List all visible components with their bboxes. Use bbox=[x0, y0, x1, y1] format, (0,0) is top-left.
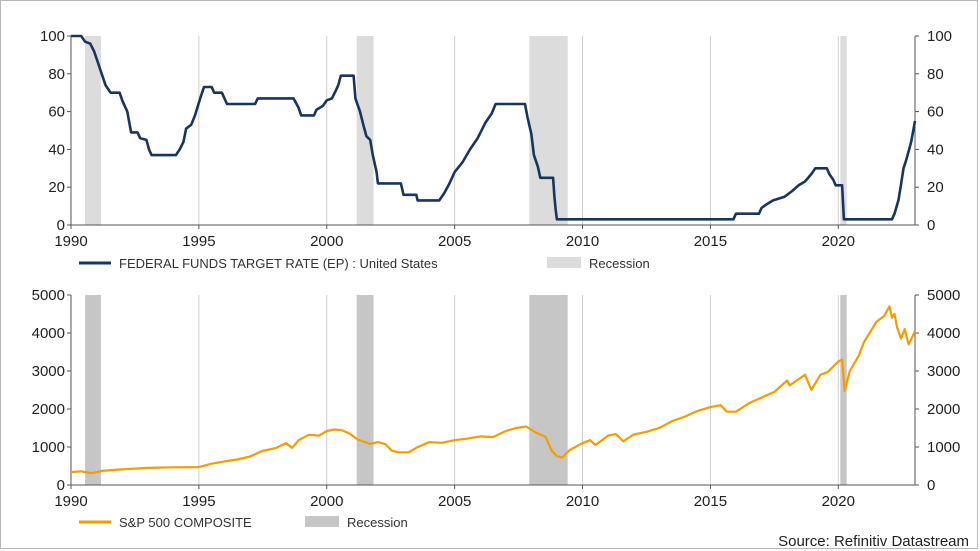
y-tick-label-left-top-20: 20 bbox=[48, 179, 65, 196]
legend-recession-swatch-top bbox=[547, 257, 581, 268]
y-tick-label-right-top-80: 80 bbox=[927, 66, 944, 83]
x-tick-label-bot-1995: 1995 bbox=[182, 493, 215, 510]
y-tick-label-left-top-40: 40 bbox=[48, 141, 65, 158]
legend-bottom: S&P 500 COMPOSITE Recession bbox=[79, 515, 408, 530]
sp500-panel: 1990 1995 2000 2005 2010 2015 2020 0 0 1000 1000 20… bbox=[32, 287, 961, 510]
legend-sp500-label: S&P 500 COMPOSITE bbox=[119, 515, 252, 530]
y-tick-label-left-bot-4000: 4000 bbox=[32, 325, 65, 342]
y-tick-label-left-top-80: 80 bbox=[48, 66, 65, 83]
recession-band-bot-0 bbox=[85, 295, 101, 485]
x-tick-label-top-1995: 1995 bbox=[182, 233, 215, 250]
legend-fed-label: FEDERAL FUNDS TARGET RATE (EP) : United … bbox=[119, 256, 438, 271]
axes-bottom bbox=[67, 294, 919, 489]
gridlines-bottom bbox=[70, 295, 839, 485]
y-tick-label-right-top-20: 20 bbox=[927, 179, 944, 196]
y-tick-label-left-bot-5000: 5000 bbox=[32, 287, 65, 304]
x-tick-label-bot-1990: 1990 bbox=[54, 493, 87, 510]
y-tick-label-left-bot-0: 0 bbox=[57, 477, 65, 494]
y-tick-label-right-bot-1000: 1000 bbox=[927, 439, 960, 456]
x-tick-label-bot-2000: 2000 bbox=[310, 493, 343, 510]
y-tick-label-right-bot-4000: 4000 bbox=[927, 325, 960, 342]
recession-bands-top bbox=[85, 36, 847, 225]
y-tick-label-right-bot-0: 0 bbox=[927, 477, 935, 494]
legend-recession-label-top: Recession bbox=[589, 256, 650, 271]
y-tick-label-left-bot-1000: 1000 bbox=[32, 439, 65, 456]
y-tick-label-left-top-0: 0 bbox=[57, 217, 65, 234]
recession-band-top-0 bbox=[85, 36, 101, 225]
x-tick-label-top-2015: 2015 bbox=[694, 233, 727, 250]
sp500-line bbox=[70, 305, 917, 475]
x-tick-label-top-2020: 2020 bbox=[822, 233, 855, 250]
recession-band-bot-1 bbox=[356, 295, 374, 485]
y-tick-label-left-bot-3000: 3000 bbox=[32, 363, 65, 380]
recession-band-top-3 bbox=[840, 36, 847, 225]
fed-line bbox=[71, 34, 917, 221]
recession-band-bot-3 bbox=[840, 295, 847, 485]
axes-top bbox=[67, 35, 919, 229]
sp500-series bbox=[70, 305, 917, 475]
y-tick-label-left-bot-2000: 2000 bbox=[32, 401, 65, 418]
y-tick-label-right-bot-3000: 3000 bbox=[927, 363, 960, 380]
x-tick-label-top-2010: 2010 bbox=[566, 233, 599, 250]
x-tick-label-top-1990: 1990 bbox=[54, 233, 87, 250]
fed-funds-series bbox=[71, 34, 917, 221]
y-tick-label-right-top-0: 0 bbox=[927, 217, 935, 234]
x-tick-label-bot-2010: 2010 bbox=[566, 493, 599, 510]
legend-recession-swatch-bottom bbox=[305, 516, 339, 527]
y-tick-label-right-top-100: 100 bbox=[927, 28, 952, 45]
y-tick-label-right-top-60: 60 bbox=[927, 104, 944, 121]
legend-top: FEDERAL FUNDS TARGET RATE (EP) : United … bbox=[79, 256, 650, 271]
gridlines-top bbox=[70, 36, 839, 225]
legend-recession-label-bottom: Recession bbox=[347, 515, 408, 530]
recession-band-top-2 bbox=[529, 36, 568, 225]
x-tick-label-bot-2005: 2005 bbox=[438, 493, 471, 510]
x-tick-label-bot-2020: 2020 bbox=[822, 493, 855, 510]
recession-band-bot-2 bbox=[529, 295, 568, 485]
y-tick-label-left-top-100: 100 bbox=[40, 28, 65, 45]
tick-labels-bottom: 1990 1995 2000 2005 2010 2015 2020 0 0 1000 1000 20… bbox=[32, 287, 961, 510]
y-tick-label-right-bot-2000: 2000 bbox=[927, 401, 960, 418]
y-tick-label-right-top-40: 40 bbox=[927, 141, 944, 158]
y-tick-label-right-bot-5000: 5000 bbox=[927, 287, 960, 304]
x-tick-label-top-2005: 2005 bbox=[438, 233, 471, 250]
source-note: Source: Refinitiv Datastream bbox=[778, 533, 969, 550]
x-tick-label-bot-2015: 2015 bbox=[694, 493, 727, 510]
x-tick-label-top-2000: 2000 bbox=[310, 233, 343, 250]
y-tick-label-left-top-60: 60 bbox=[48, 104, 65, 121]
recession-bands-bottom bbox=[85, 295, 847, 485]
